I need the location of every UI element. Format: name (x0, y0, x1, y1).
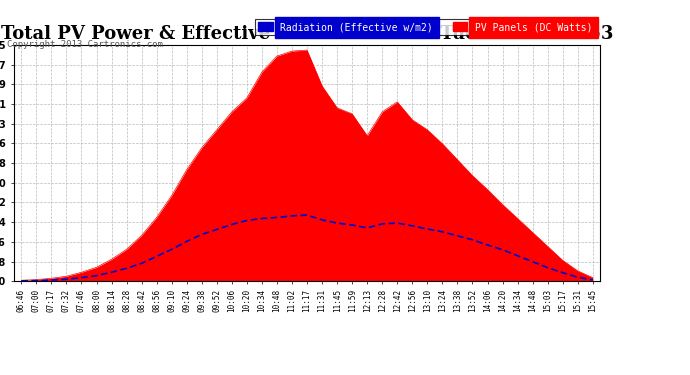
Legend: Radiation (Effective w/m2), PV Panels (DC Watts): Radiation (Effective w/m2), PV Panels (D… (255, 19, 595, 35)
Title: Total PV Power & Effective Solar Radiation Tue Feb 26 15:53: Total PV Power & Effective Solar Radiati… (1, 26, 613, 44)
Text: Copyright 2013 Cartronics.com: Copyright 2013 Cartronics.com (7, 40, 163, 49)
